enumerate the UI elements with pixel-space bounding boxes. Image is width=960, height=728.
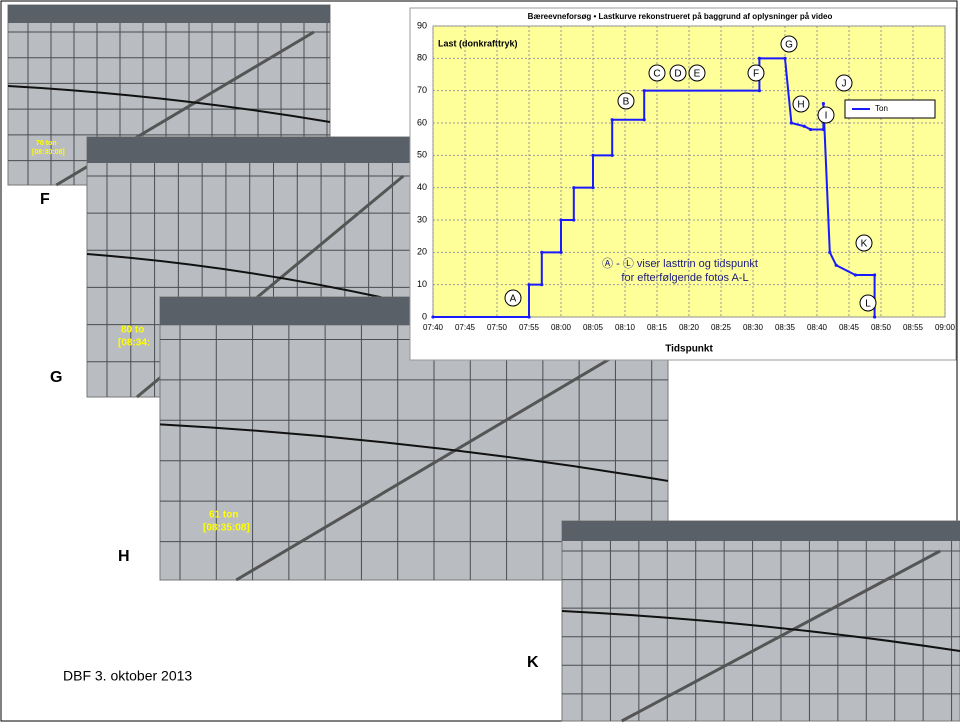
data-point [835,264,838,267]
y-tick-label: 90 [417,20,427,30]
annotation-label: E [694,69,701,80]
x-tick-label: 09:00 [935,323,956,332]
data-point [803,125,806,128]
data-point [611,154,614,157]
y-tick-label: 60 [417,117,427,127]
x-tick-label: 08:30 [743,323,764,332]
y-tick-label: 50 [417,150,427,160]
x-tick-label: 08:15 [647,323,668,332]
annotation-label: C [653,69,660,80]
slide: F G H K 70 ton [08:30:08] 80 to [08:34: … [0,0,960,723]
data-point [527,315,530,318]
data-point [643,118,646,121]
photo-label: K [527,654,539,671]
data-point [540,251,543,254]
data-point [783,57,786,60]
data-point [873,315,876,318]
photo-label: F [40,191,50,208]
annotation-label: D [674,69,681,80]
legend-label: Ton [875,104,888,113]
x-tick-label: 08:40 [807,323,828,332]
annotation-label: G [785,40,793,51]
data-point [643,89,646,92]
annotation-label: B [623,97,630,108]
x-tick-label: 08:25 [711,323,732,332]
y-tick-label: 40 [417,182,427,192]
annotation-label: K [861,239,868,250]
y-tick-label: 10 [417,279,427,289]
x-tick-label: 08:20 [679,323,700,332]
x-tick-label: 08:50 [871,323,892,332]
photo-caption: 80 to [121,325,144,336]
x-axis-label: Tidspunkt [665,344,713,355]
photo-caption: [08:35:08] [203,523,250,534]
data-point [790,121,793,124]
x-tick-label: 08:55 [903,323,924,332]
annotation-label: I [825,111,828,122]
y-tick-label: 0 [422,311,427,321]
data-point [527,283,530,286]
x-tick-label: 07:40 [423,323,444,332]
y-tick-label: 30 [417,214,427,224]
photo-caption: 70 ton [36,140,57,147]
x-tick-label: 07:55 [519,323,540,332]
photo-caption: 61 ton [209,510,238,521]
data-point [591,186,594,189]
photo-caption: [08:34: [118,338,150,349]
annotation-label: F [753,69,759,80]
data-point [540,283,543,286]
x-tick-label: 07:50 [487,323,508,332]
y-tick-label: 20 [417,247,427,257]
x-tick-label: 08:10 [615,323,636,332]
photo-caption: [08:30:08] [32,149,65,156]
photo-sky [8,5,330,23]
annotation-label: H [797,100,804,111]
y-tick-label: 80 [417,53,427,63]
data-point [758,57,761,60]
data-point [873,273,876,276]
photo-label: G [50,369,62,386]
chart: Bæreevneforsøg • Lastkurve rekonstrueret… [410,8,956,360]
data-point [822,102,825,105]
x-tick-label: 07:45 [455,323,476,332]
annotation-label: J [842,79,847,90]
photo-label: H [118,548,130,565]
y-tick-label: 70 [417,85,427,95]
data-point [572,186,575,189]
data-point [611,118,614,121]
data-point [822,128,825,131]
data-point [809,128,812,131]
y-axis-label: Last (donkrafttryk) [438,38,518,48]
x-tick-label: 08:05 [583,323,604,332]
x-tick-label: 08:45 [839,323,860,332]
annotation-label: A [510,294,517,305]
photo-sky [562,521,960,541]
chart-title: Bæreevneforsøg • Lastkurve rekonstrueret… [528,12,833,21]
annotation-label: L [865,299,871,310]
data-point [758,89,761,92]
data-point [431,315,434,318]
x-tick-label: 08:00 [551,323,572,332]
data-point [854,273,857,276]
data-point [559,251,562,254]
data-point [591,154,594,157]
x-tick-label: 08:35 [775,323,796,332]
photo-sky [87,137,420,163]
data-point [572,218,575,221]
annotation-note: for efterfølgende fotos A-L [621,272,748,284]
data-point [559,218,562,221]
data-point [828,251,831,254]
footer: DBF 3. oktober 2013 [63,668,192,684]
